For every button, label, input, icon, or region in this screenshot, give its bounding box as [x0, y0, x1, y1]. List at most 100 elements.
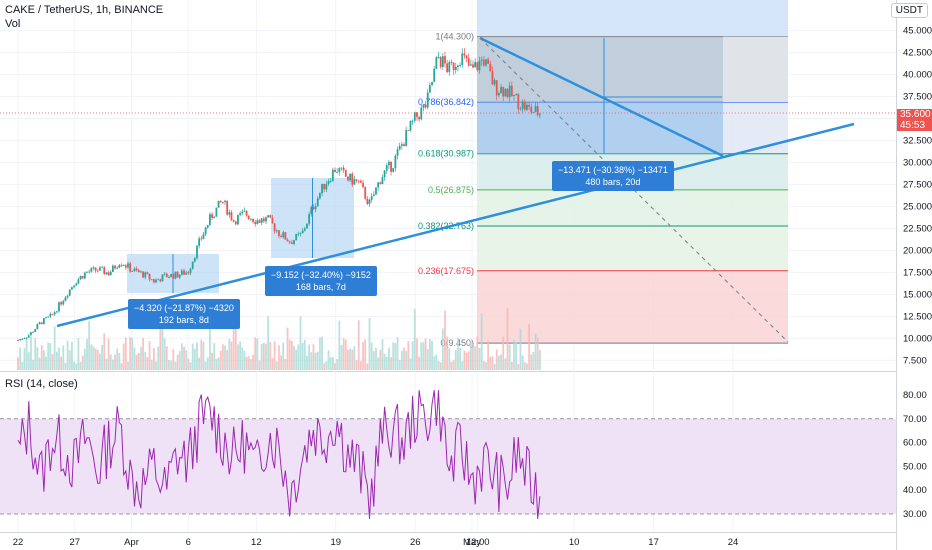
volume-bar [530, 354, 533, 370]
volume-bar [491, 356, 494, 370]
fib-zone [477, 270, 788, 344]
candle-body [99, 267, 101, 271]
candle-body [215, 207, 218, 217]
candle-body [96, 270, 99, 272]
candle-body [435, 57, 438, 69]
price-tick-label: 37.500 [903, 91, 932, 102]
volume-bar [64, 362, 67, 370]
candle-body [196, 245, 198, 259]
volume-bar [25, 336, 28, 370]
volume-bar [51, 353, 54, 370]
volume-bar [469, 341, 472, 370]
volume-bar [42, 350, 45, 370]
volume-bar [465, 352, 468, 370]
volume-bar [211, 352, 213, 370]
volume-bar [213, 343, 216, 370]
candle-body [34, 329, 37, 332]
volume-bar [398, 359, 401, 370]
candle-body [131, 271, 134, 272]
volume-bar [45, 356, 47, 370]
candle-body [234, 221, 237, 225]
volume-bar [329, 357, 332, 370]
candle-body [124, 265, 127, 268]
volume-bar [172, 349, 175, 370]
candle-body [370, 196, 373, 200]
candle-body [497, 92, 500, 96]
candle-body [411, 120, 414, 122]
volume-bar [368, 317, 371, 370]
volume-bar [170, 360, 173, 370]
volume-bar [508, 344, 511, 370]
candle-body [295, 234, 298, 241]
volume-bar [30, 336, 32, 370]
volume-bar [306, 355, 308, 370]
volume-bar [103, 333, 106, 370]
volume-bar [375, 347, 377, 370]
candle-body [489, 63, 492, 72]
candle-body [38, 322, 41, 325]
volume-bar [243, 350, 246, 370]
candle-body [338, 168, 341, 172]
volume-bar [303, 339, 306, 370]
candle-body [290, 242, 293, 244]
measure-label-3[interactable]: −13.471 (−30.38%) −13471 480 bars, 20d [552, 161, 674, 191]
volume-bar [347, 349, 349, 370]
volume-bar [431, 340, 433, 370]
candle-body [416, 112, 418, 117]
candle-body [344, 170, 347, 177]
volume-bar [275, 361, 278, 370]
volume-bar [47, 342, 50, 370]
volume-bar [474, 346, 477, 370]
time-tick-label: 17 [648, 537, 659, 548]
volume-bar [515, 342, 518, 370]
volume-bar [364, 339, 367, 370]
candle-body [364, 187, 367, 199]
volume-bar [454, 350, 457, 370]
candle-body [319, 193, 321, 199]
volume-bar [452, 360, 455, 370]
currency-button[interactable]: USDT [890, 3, 928, 18]
volume-bar [418, 356, 421, 370]
candle-body [247, 215, 250, 220]
bar-countdown: 45:53 [900, 120, 926, 131]
volume-bar [536, 337, 539, 370]
candle-body [536, 106, 539, 116]
ascending-trendline [56, 122, 855, 328]
candle-body [258, 220, 261, 223]
volume-bar [331, 357, 334, 370]
fib-level-label: 0.786(36.842) [418, 97, 474, 107]
candle-body [534, 106, 537, 113]
volume-bar [159, 315, 162, 370]
volume-bar [441, 328, 444, 370]
volume-bar [237, 344, 239, 370]
volume-bar [457, 337, 459, 370]
candle-body [278, 230, 280, 236]
candle-body [392, 167, 395, 172]
volume-bar [407, 341, 410, 370]
fib-level-label: 0.382(22.763) [418, 221, 474, 231]
candle-body [36, 324, 39, 330]
volume-bar [118, 353, 121, 370]
volume-bar [379, 349, 382, 370]
candle-body [159, 279, 162, 282]
volume-bar [36, 347, 39, 370]
candle-body [114, 265, 116, 269]
volume-bar [144, 351, 147, 370]
volume-bar [334, 363, 336, 370]
volume-bar [53, 326, 56, 370]
volume-bar [21, 361, 24, 370]
volume-bar [32, 359, 34, 370]
volume-bar [133, 347, 136, 370]
candle-body [217, 200, 220, 208]
volume-bar [230, 341, 233, 370]
rsi-tick-label: 50.00 [903, 461, 927, 472]
volume-bar [282, 342, 285, 370]
measure-label-2[interactable]: −9.152 (−32.40%) −9152 168 bars, 7d [265, 266, 377, 296]
volume-bar [463, 350, 466, 370]
measure-label-1[interactable]: −4.320 (−21.87%) −4320 192 bars, 8d [128, 299, 240, 329]
volume-label: Vol [5, 18, 21, 30]
volume-bar [510, 361, 513, 370]
volume-bar [487, 340, 490, 370]
candle-body [310, 207, 313, 215]
